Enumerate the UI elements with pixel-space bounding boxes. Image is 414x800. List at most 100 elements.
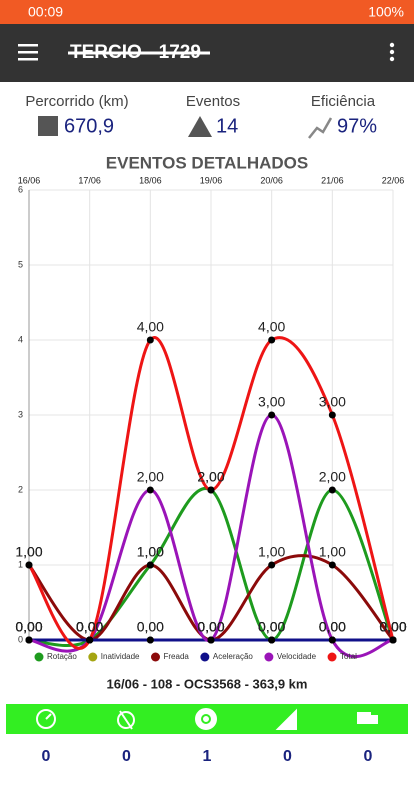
data-point: [25, 561, 33, 569]
data-label: 0,00: [197, 619, 224, 635]
data-point: [146, 636, 154, 644]
legend-label: Freada: [164, 652, 190, 661]
data-label: 1,00: [137, 544, 164, 560]
data-point: [389, 636, 397, 644]
data-label: 0,00: [76, 619, 103, 635]
event-count: 0: [364, 748, 373, 765]
event-icons: [36, 708, 378, 730]
legend-label: Rotação: [47, 652, 77, 661]
stat-value: 97%: [337, 115, 377, 137]
data-point: [268, 561, 276, 569]
x-tick-label: 19/06: [200, 175, 223, 185]
y-tick-label: 4: [18, 334, 23, 344]
data-label: 1,00: [319, 544, 346, 560]
event-counts: 0 0 1 0 0: [42, 748, 373, 765]
chart: 0 1 2 3 4 5 616/06 17/06 18/06 19/06 20/06 21/06 22/…: [15, 175, 407, 662]
warning-icon: [188, 116, 212, 137]
legend-swatch: [327, 652, 337, 662]
stat-value: 14: [216, 115, 238, 137]
series-line: [28, 413, 394, 659]
data-point: [146, 486, 154, 494]
x-tick-label: 21/06: [321, 175, 344, 185]
legend-swatch: [88, 652, 98, 662]
data-point: [25, 636, 33, 644]
y-tick-label: 5: [18, 259, 23, 269]
y-tick-label: 6: [18, 184, 23, 194]
data-point: [328, 411, 336, 419]
stat-label: Eficiência: [311, 93, 376, 110]
summary: 16/06 - 108 - OCS3568 - 363,9 km: [107, 676, 308, 691]
event-count: 0: [122, 748, 131, 765]
data-point: [207, 636, 215, 644]
menu-button[interactable]: [18, 44, 38, 61]
legend-label: Total: [340, 652, 357, 661]
status-bar: [0, 0, 414, 24]
data-label: 0,00: [137, 619, 164, 635]
data-label: 0,00: [76, 619, 103, 635]
data-point: [146, 561, 154, 569]
x-tick-label: 16/06: [18, 175, 41, 185]
data-label: 2,00: [137, 469, 164, 485]
data-label: 0,00: [137, 619, 164, 635]
data-label: 0,00: [76, 619, 103, 635]
data-label: 0,00: [197, 619, 224, 635]
data-label: 0,00: [76, 619, 103, 635]
data-label: 0,00: [319, 619, 346, 635]
legend-swatch: [264, 652, 274, 662]
status-battery: 100%: [368, 4, 404, 20]
x-tick-label: 18/06: [139, 175, 162, 185]
data-label: 4,00: [137, 319, 164, 335]
event-count: 0: [283, 748, 292, 765]
data-label: 1,00: [137, 544, 164, 560]
data-label: 0,00: [379, 619, 406, 635]
y-tick-label: 1: [18, 559, 23, 569]
stat-label: Eventos: [186, 93, 240, 110]
status-time: 00:09: [28, 4, 63, 20]
stat-value: 670,9: [64, 115, 114, 137]
data-label: 2,00: [197, 469, 224, 485]
data-label: 0,00: [197, 619, 224, 635]
stat-label: Percorrido (km): [25, 93, 128, 110]
event-count: 1: [203, 748, 212, 765]
event-count: 0: [42, 748, 51, 765]
data-point: [207, 486, 215, 494]
data-label: 0,00: [15, 619, 42, 635]
data-label: 0,00: [258, 619, 285, 635]
legend-label: Aceleração: [213, 652, 254, 661]
efficiency-icon: [308, 117, 333, 139]
data-point: [86, 636, 94, 644]
data-point: [328, 636, 336, 644]
data-point: [268, 411, 276, 419]
data-label: 1,00: [258, 544, 285, 560]
y-tick-label: 3: [18, 409, 23, 419]
legend-swatch: [34, 652, 44, 662]
y-tick-label: 0: [18, 634, 23, 644]
series-line: [27, 336, 395, 650]
data-label: 0,00: [379, 619, 406, 635]
data-label: 0,00: [15, 619, 42, 635]
data-label: 0,00: [15, 619, 42, 635]
legend-swatch: [200, 652, 210, 662]
data-label: 3,00: [319, 394, 346, 410]
data-point: [328, 486, 336, 494]
data-label: 0,00: [258, 619, 285, 635]
data-point: [268, 336, 276, 344]
x-tick-label: 20/06: [260, 175, 283, 185]
data-point: [268, 636, 276, 644]
data-point: [328, 561, 336, 569]
data-point: [146, 336, 154, 344]
data-label: 3,00: [258, 394, 285, 410]
data-label: 0,00: [258, 619, 285, 635]
data-label: 4,00: [258, 319, 285, 335]
chart-title: EVENTOS DETALHADOS: [106, 153, 308, 172]
data-label: 0,00: [15, 619, 42, 635]
data-label: 0,00: [319, 619, 346, 635]
y-tick-label: 2: [18, 484, 23, 494]
data-label: 0,00: [76, 619, 103, 635]
more-button[interactable]: [389, 42, 395, 62]
legend-swatch: [151, 652, 160, 662]
data-label: 2,00: [197, 469, 224, 485]
legend-label: Inatividade: [101, 652, 140, 661]
